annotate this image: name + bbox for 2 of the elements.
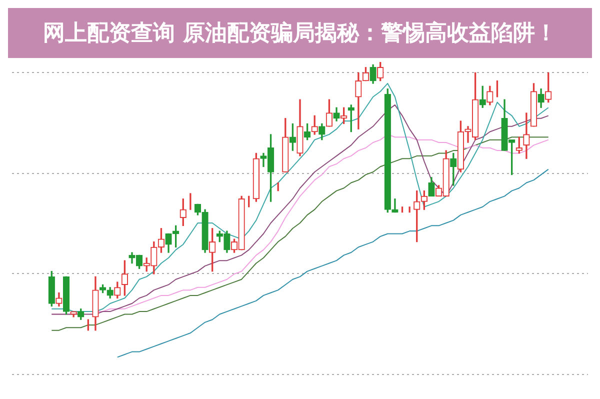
candlestick (523, 112, 530, 159)
chart-title: 网上配资查询 原油配资骗局揭秘：警惕高收益陷阱！ (8, 8, 592, 58)
